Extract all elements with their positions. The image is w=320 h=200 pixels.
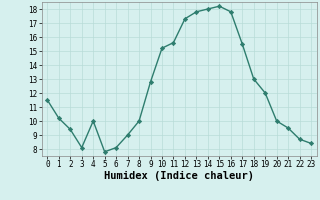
X-axis label: Humidex (Indice chaleur): Humidex (Indice chaleur) [104, 171, 254, 181]
